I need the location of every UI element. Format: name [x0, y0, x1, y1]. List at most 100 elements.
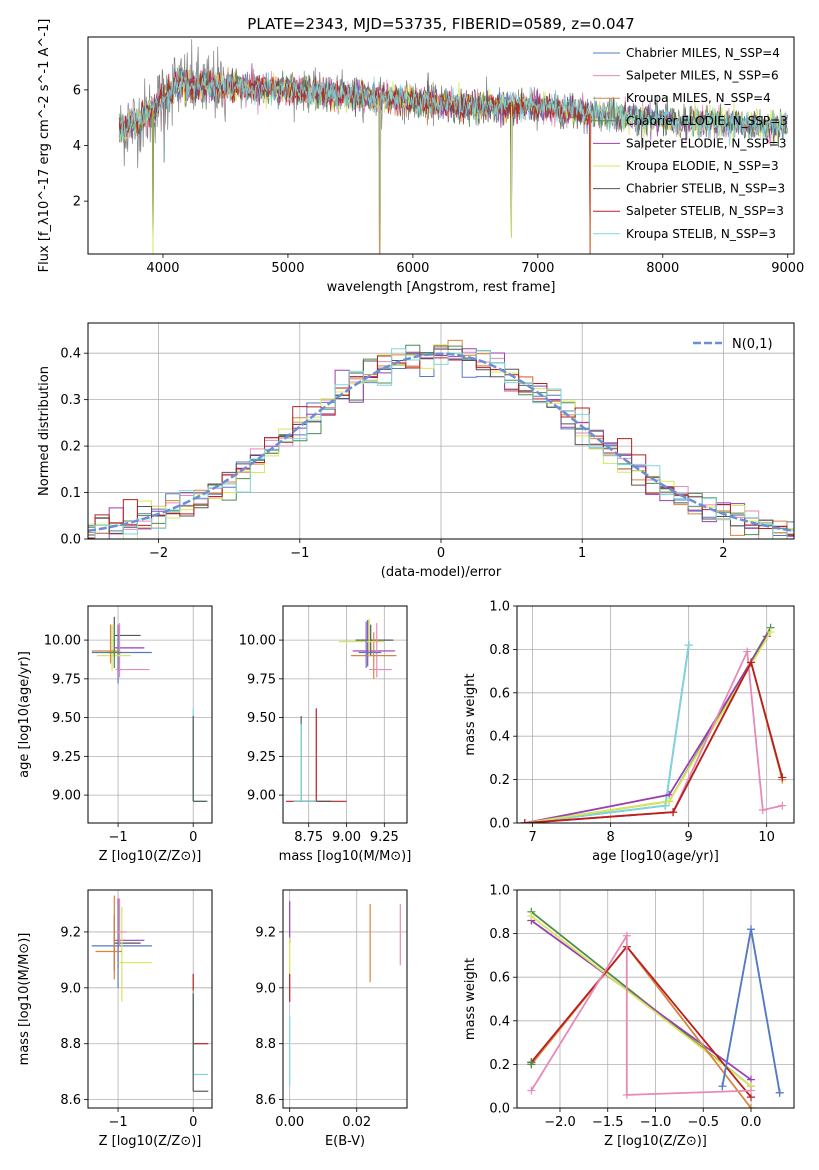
plot-area-massweight-vs-age — [520, 623, 787, 823]
y-tick-label: 0.4 — [60, 347, 81, 362]
x-tick-label: 9 — [685, 830, 693, 845]
weight-point-marker — [718, 1082, 727, 1091]
y-tick-label: 6 — [73, 83, 81, 98]
weight-point-marker — [747, 1086, 756, 1095]
y-tick-label: 8.6 — [255, 1093, 276, 1108]
x-tick-label: 5000 — [271, 261, 304, 276]
weight-point-marker — [766, 628, 775, 637]
weight-point-marker — [747, 658, 756, 667]
legend-label: Salpeter ELODIE, N_SSP=3 — [626, 136, 787, 150]
y-tick-label: 0.2 — [489, 773, 510, 788]
x-axis-label: Z [log10(Z/Z⊙)] — [99, 849, 202, 864]
y-axis-label: mass [log10(M/M⊙)] — [17, 933, 32, 1066]
legend-label: Chabrier ELODIE, N_SSP=3 — [626, 114, 788, 128]
errorbar-marker — [118, 906, 152, 1002]
weight-point-marker — [775, 1088, 784, 1097]
x-tick-label: 9000 — [771, 261, 804, 276]
y-tick-label: 0.0 — [60, 533, 81, 548]
axes-age-vs-mass: 8.75 9.00 9.25 9.00 9.25 9.50 9.75 10.00 mass [l… — [239, 605, 411, 864]
y-tick-label: 9.25 — [247, 750, 276, 765]
x-tick-label: −2.0 — [544, 1115, 576, 1130]
x-tick-label: 7000 — [521, 261, 554, 276]
histogram-series — [88, 345, 794, 536]
x-axis-label: wavelength [Angstrom, rest frame] — [327, 280, 556, 295]
errorbar-marker — [95, 895, 122, 980]
y-tick-label: 9.00 — [247, 789, 276, 804]
y-tick-label: 9.0 — [255, 981, 276, 996]
x-tick-label: −1 — [108, 830, 127, 845]
errorbar-marker — [192, 993, 209, 1092]
histogram-series — [88, 339, 794, 536]
y-tick-label: 0.8 — [489, 643, 510, 658]
x-tick-label: −0.5 — [687, 1115, 719, 1130]
plot-area-massweight-vs-z — [527, 907, 784, 1108]
x-tick-label: 0.00 — [275, 1115, 304, 1130]
y-tick-label: 8.8 — [60, 1037, 81, 1052]
y-tick-label: 10.00 — [239, 634, 276, 649]
weight-series-line — [524, 659, 784, 823]
axes-spectrum: 4000 5000 6000 7000 8000 9000 2 4 6 wavelength [A… — [37, 19, 804, 295]
x-tick-label: 1 — [578, 546, 586, 561]
y-tick-label: 9.50 — [247, 711, 276, 726]
y-tick-label: 9.50 — [52, 711, 81, 726]
errorbar-marker — [358, 621, 382, 668]
plot-area-spectrum — [118, 39, 788, 254]
weight-point-marker — [743, 647, 752, 656]
plot-area-age-vs-mass — [286, 618, 397, 802]
y-axis-label: Normed distribution — [37, 366, 52, 496]
axes-frame — [87, 36, 795, 255]
weight-point-marker — [520, 819, 529, 823]
plot-area-residuals — [88, 339, 794, 539]
legend: N(0,1) — [693, 337, 773, 352]
x-tick-label: −1.5 — [592, 1115, 624, 1130]
y-tick-label: 0.1 — [60, 486, 81, 501]
y-tick-label: 0.6 — [489, 971, 510, 986]
legend-label: Chabrier STELIB, N_SSP=3 — [626, 182, 785, 196]
errorbar-marker — [192, 716, 207, 802]
x-axis-label: E(B-V) — [325, 1134, 365, 1149]
legend-label: Chabrier MILES, N_SSP=4 — [626, 46, 780, 60]
normal-pdf-curve — [88, 352, 794, 533]
errorbar-marker — [91, 624, 119, 664]
plot-area-mass-vs-z — [91, 895, 209, 1092]
x-tick-label: 10 — [758, 830, 775, 845]
y-tick-label: 0.4 — [489, 730, 510, 745]
legend-label: Kroupa ELODIE, N_SSP=3 — [626, 159, 779, 173]
x-tick-label: −1.0 — [640, 1115, 672, 1130]
errorbar-marker — [115, 898, 128, 946]
plot-area-mass-vs-ebv — [289, 901, 401, 1086]
y-axis-label: Flux [f_λ10^-17 erg cm^-2 s^-1 A^-1] — [37, 19, 52, 273]
x-tick-label: 6000 — [396, 261, 429, 276]
axes-frame — [282, 889, 408, 1109]
axes-frame — [87, 322, 795, 540]
weight-point-marker — [527, 912, 536, 921]
weight-point-marker — [669, 808, 678, 817]
figure-title: PLATE=2343, MJD=53735, FIBERID=0589, z=0… — [247, 15, 634, 33]
x-tick-label: 0 — [437, 546, 445, 561]
y-tick-label: 0.0 — [489, 1102, 510, 1117]
legend: Chabrier MILES, N_SSP=4 Salpeter MILES, N… — [593, 46, 788, 241]
x-axis-label: Z [log10(Z/Z⊙)] — [604, 1134, 707, 1149]
y-tick-label: 1.0 — [489, 884, 510, 899]
weight-point-marker — [684, 641, 693, 650]
weight-point-marker — [747, 1104, 756, 1108]
weight-point-marker — [747, 925, 756, 934]
axes-frame — [516, 889, 795, 1109]
weight-point-marker — [622, 931, 631, 940]
x-tick-label: 8 — [606, 830, 614, 845]
y-tick-label: 9.75 — [247, 672, 276, 687]
legend-label: Salpeter STELIB, N_SSP=3 — [626, 204, 784, 218]
x-tick-label: 9.25 — [370, 830, 399, 845]
axes-frame — [516, 605, 795, 824]
y-tick-label: 0.2 — [489, 1058, 510, 1073]
axes-massweight-vs-age: 7 8 9 10 0.0 0.2 0.4 0.6 0.8 1.0 age [log10(age/yr… — [463, 600, 795, 864]
x-tick-label: 0.0 — [741, 1115, 762, 1130]
y-axis-label: mass weight — [463, 958, 478, 1040]
weight-series-line — [530, 915, 752, 1087]
y-tick-label: 9.2 — [255, 925, 276, 940]
x-axis-label: Z [log10(Z/Z⊙)] — [99, 1134, 202, 1149]
weight-point-marker — [527, 1086, 536, 1095]
weight-point-marker — [778, 773, 787, 782]
weight-point-marker — [527, 1060, 536, 1069]
